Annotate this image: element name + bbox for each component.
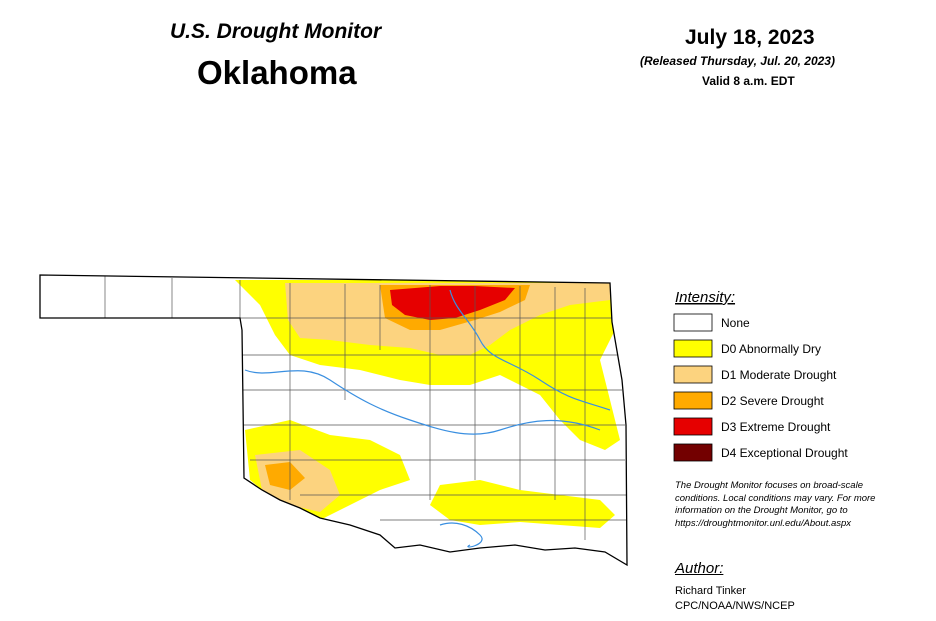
legend-swatch [673,339,713,358]
legend-label: D1 Moderate Drought [721,368,837,382]
d2-area [265,462,305,490]
state-name: Oklahoma [197,54,357,91]
legend-heading: Intensity: [675,289,735,306]
legend-swatch [673,443,713,462]
rivers [244,289,611,548]
d3-area [390,286,515,320]
release-date: (Released Thursday, Jul. 20, 2023) [640,54,835,68]
note: The Drought Monitor focuses on broad-sca… [675,480,875,530]
legend-label: D0 Abnormally Dry [721,342,821,356]
legend-swatch [673,417,713,436]
map-date: July 18, 2023 [685,26,815,49]
author-lines: Richard Tinker CPC/NOAA/NWS/NCEP [675,584,795,614]
drought-areas [235,280,620,528]
d0-area [430,480,615,528]
note-line: conditions. Local conditions may vary. F… [675,492,876,504]
legend-swatch [673,313,713,332]
author-line: CPC/NOAA/NWS/NCEP [675,600,795,612]
legend-label: None [721,316,750,330]
author-line: Richard Tinker [675,585,746,597]
legend-label: D3 Extreme Drought [721,420,831,434]
legend-label: D2 Severe Drought [721,394,824,408]
valid-time: Valid 8 a.m. EDT [702,74,795,88]
note-line: information on the Drought Monitor, go t… [675,505,848,516]
legend-swatch [673,391,713,410]
author-heading: Author: [675,560,724,577]
legend-swatch [673,365,713,384]
legend: Intensity: None D0 Abnormally Dry D1 Moder… [673,289,848,462]
legend-label: D4 Exceptional Drought [721,446,848,460]
title: U.S. Drought Monitor [170,20,382,43]
note-line: https://droughtmonitor.unl.edu/About.asp… [675,517,852,529]
note-line: The Drought Monitor focuses on broad-sca… [675,480,863,491]
